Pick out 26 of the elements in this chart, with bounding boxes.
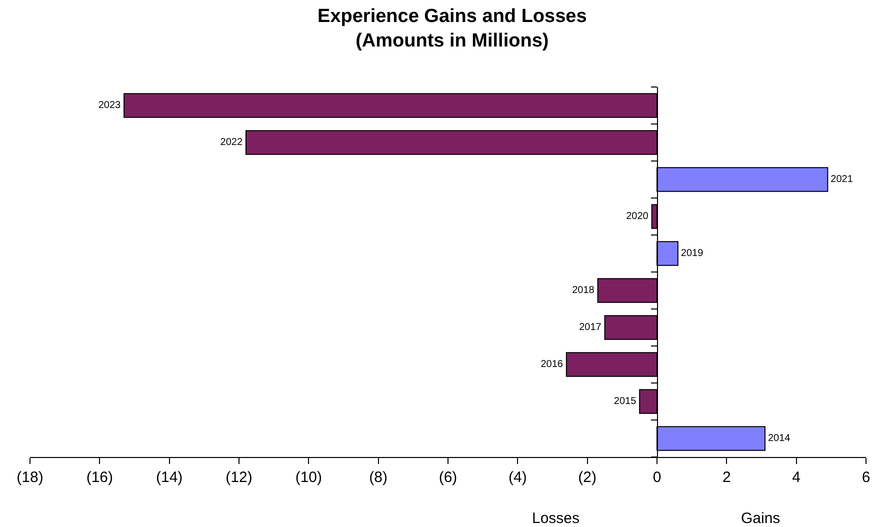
x-tick-label: (10) [295,469,322,486]
y-tick-label: 2018 [572,285,595,296]
x-tick-label: (8) [369,469,388,486]
x-tick-label: 6 [862,469,870,486]
x-tick-label: (4) [508,469,527,486]
x-tick-label: (18) [16,469,44,486]
y-tick-label: 2020 [626,211,649,222]
x-tick-label: 4 [792,469,800,486]
y-tick-label: 2019 [680,248,704,259]
y-tick-label: 2017 [579,322,602,333]
x-tick-label: 2 [722,469,731,486]
y-tick-label: 2022 [220,137,243,148]
y-tick-label: 2021 [830,174,854,185]
y-tick-label: 2015 [614,396,637,407]
text: Gains [741,510,780,527]
y-tick-label: 2016 [540,359,564,370]
text: Losses [532,510,580,527]
y-tick-label: 2023 [98,100,122,111]
x-tick-label: 0 [652,469,662,486]
x-tick-label: (12) [226,469,252,486]
x-tick-label: (14) [156,469,183,486]
x-tick-label: (16) [86,469,114,486]
y-tick-label: 2014 [768,433,791,444]
x-tick-label: (6) [438,469,458,486]
x-tick-label: (2) [578,469,596,486]
chart-title: Experience Gains and Losses (Amounts in Millions) [318,6,587,52]
